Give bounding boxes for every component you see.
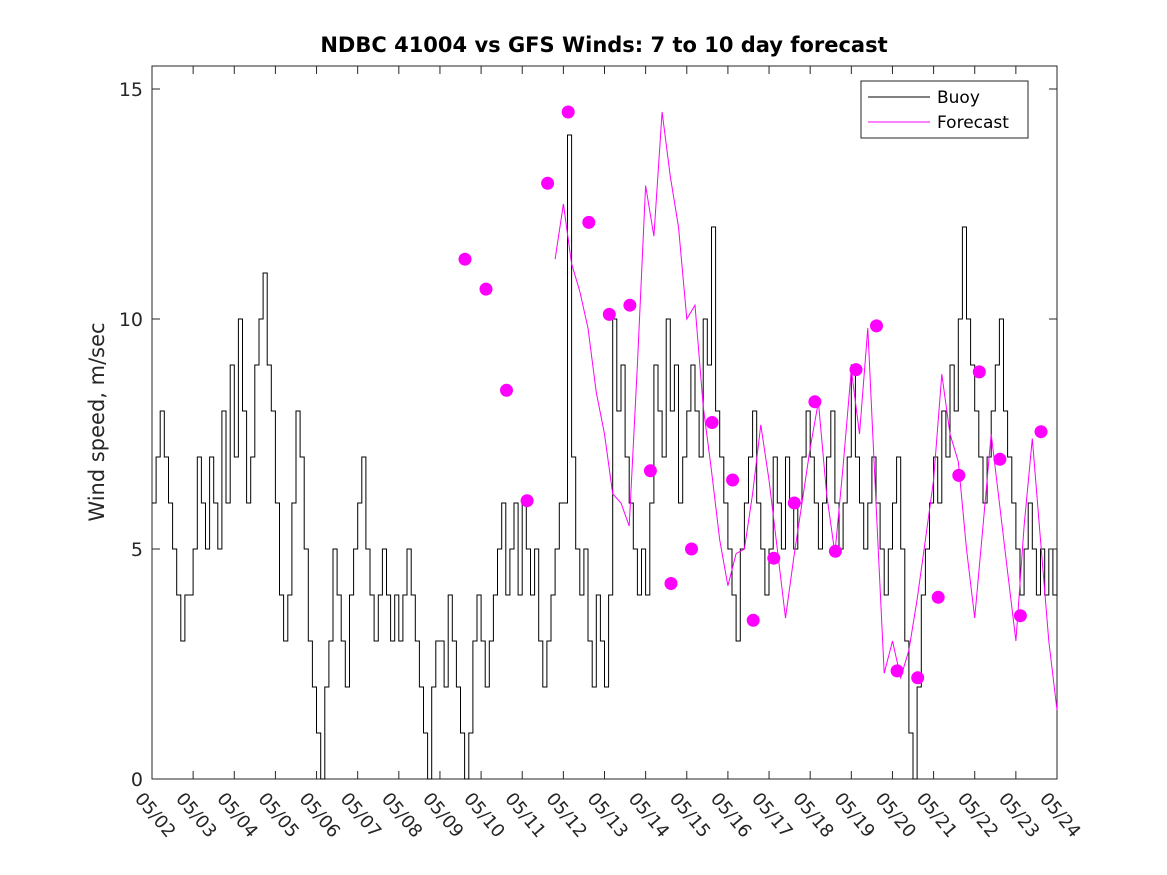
forecast-marker <box>787 496 801 510</box>
forecast-marker <box>1034 425 1048 439</box>
forecast-marker <box>705 416 719 429</box>
forecast-marker <box>849 363 863 377</box>
forecast-marker <box>993 452 1007 466</box>
forecast-marker <box>890 664 904 678</box>
y-tick-label: 10 <box>119 309 143 331</box>
forecast-marker <box>643 464 657 478</box>
y-tick-label: 5 <box>131 539 143 561</box>
forecast-marker <box>458 252 472 266</box>
series-line-forecast <box>554 111 1058 711</box>
forecast-marker <box>931 590 945 604</box>
forecast-marker <box>623 298 637 312</box>
forecast-marker <box>870 319 883 333</box>
legend-label-buoy: Buoy <box>937 88 980 108</box>
forecast-marker <box>541 176 555 190</box>
y-tick-label: 15 <box>119 79 143 101</box>
forecast-marker <box>582 215 596 229</box>
forecast-marker <box>561 105 575 119</box>
marker-layer <box>458 105 1048 685</box>
legend-box <box>860 80 1029 139</box>
series-layer <box>152 111 1058 780</box>
plot-area: 05101505/0205/0305/0405/0505/0605/0705/0… <box>119 65 1085 842</box>
legend-label-forecast: Forecast <box>937 113 1009 133</box>
forecast-marker <box>1013 609 1027 623</box>
legend: Buoy Forecast <box>860 80 1029 139</box>
forecast-marker <box>602 307 616 321</box>
forecast-marker <box>479 282 493 296</box>
y-axis-label: Wind speed, m/sec <box>85 322 109 521</box>
forecast-marker <box>828 544 842 558</box>
forecast-marker <box>952 468 966 482</box>
forecast-marker <box>520 494 534 508</box>
forecast-marker <box>767 551 781 565</box>
forecast-marker <box>808 395 822 409</box>
forecast-marker <box>726 473 740 487</box>
forecast-marker <box>911 671 925 685</box>
series-line-buoy <box>152 134 1058 780</box>
forecast-marker <box>746 613 760 627</box>
y-tick-label: 0 <box>131 769 143 791</box>
forecast-marker <box>972 365 986 379</box>
forecast-marker <box>685 542 698 556</box>
forecast-marker <box>500 383 513 397</box>
chart-title: NDBC 41004 vs GFS Winds: 7 to 10 day for… <box>320 33 887 57</box>
forecast-marker <box>664 577 678 590</box>
